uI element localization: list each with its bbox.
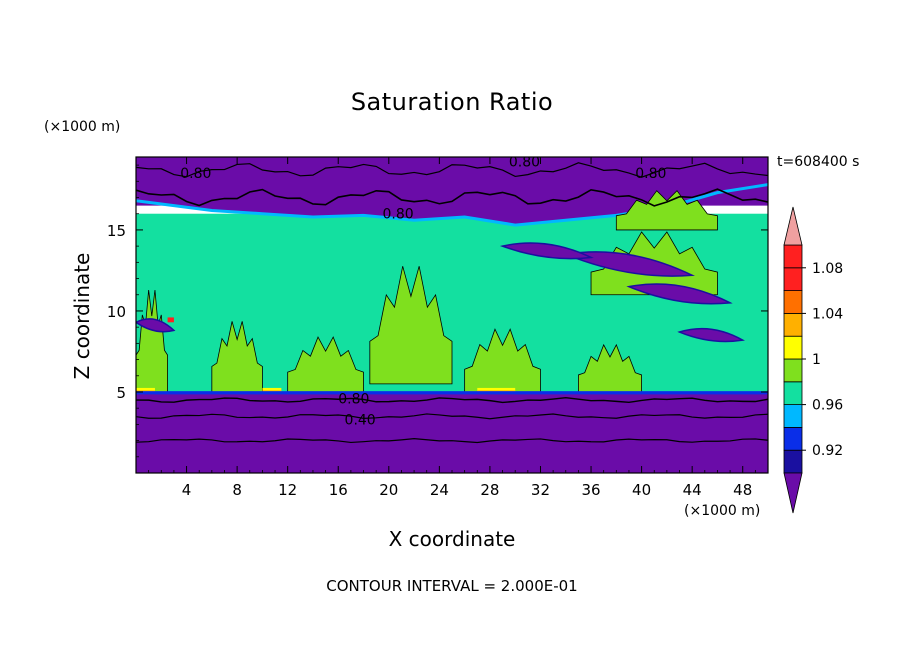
contour-label: 0.80 (382, 207, 413, 223)
x-tick-label: 4 (182, 481, 192, 499)
colorbar-band (783, 244, 803, 269)
x-tick-label: 20 (379, 481, 398, 499)
convective-cell (211, 321, 263, 393)
x-axis-title-text: X coordinate (388, 527, 516, 551)
y-tick-label: 5 (116, 384, 126, 402)
colorbar-band (783, 267, 803, 291)
x-tick-label: 12 (278, 481, 297, 499)
contour-label: 0.80 (180, 166, 211, 182)
supersaturated-spot (262, 387, 282, 392)
contour-label: 0.80 (509, 155, 540, 171)
convective-cell (578, 343, 642, 393)
convective-cell (287, 336, 364, 393)
contour-line (136, 413, 768, 420)
dry-intrusion (499, 242, 594, 260)
contour-line (136, 396, 768, 404)
colorbar-band (783, 449, 803, 474)
dry-intrusion (677, 327, 745, 343)
contour-line (136, 438, 768, 444)
x-axis-title: X coordinate (0, 527, 904, 551)
chart-title: Saturation Ratio (350, 88, 554, 116)
y-tick-label: 10 (107, 303, 126, 321)
convective-cell (464, 328, 541, 393)
contour-label: 0.80 (635, 166, 666, 182)
cloud-base-band (136, 391, 768, 395)
x-tick-label: 36 (581, 481, 600, 499)
colorbar-band (783, 290, 803, 314)
convective-cell (615, 190, 718, 231)
convective-cell (136, 289, 168, 393)
colorbar-label: 1.04 (812, 306, 843, 322)
contour-interval-label: CONTOUR INTERVAL = 2.000E-01 (326, 577, 578, 595)
colorbar-over-triangle (783, 206, 803, 246)
colorbar-band (783, 335, 803, 360)
region-lower-dry-layer (136, 391, 768, 473)
y-tick-label: 15 (107, 222, 126, 240)
contour-line (136, 162, 768, 178)
colorbar: 0.92 0.96 1 1.04 1.08 (783, 206, 843, 514)
colorbar-band (783, 381, 803, 405)
colorbar-band (783, 358, 803, 383)
dry-intrusion (562, 251, 695, 277)
time-label: t=608400 s (777, 154, 860, 170)
contour-line (136, 188, 768, 207)
dry-intrusion (136, 318, 176, 333)
colorbar-label: 1.08 (812, 261, 843, 277)
x-tick-label: 8 (232, 481, 242, 499)
contour-lines: 0.80 0.80 0.80 0.80 0.80 0.40 (136, 155, 768, 444)
x-axis-unit: (×1000 m) (684, 503, 761, 519)
colorbar-band (783, 404, 803, 428)
convective-cell (369, 266, 453, 385)
colorbar-band (783, 312, 803, 337)
contour-label: 0.40 (345, 412, 376, 428)
supersaturated-spot (477, 387, 516, 392)
plot-area (136, 157, 768, 473)
red-spot (167, 317, 174, 323)
contour-label: 0.80 (338, 391, 369, 407)
supersaturated-spot (136, 387, 155, 392)
x-tick-label: 32 (531, 481, 550, 499)
colorbar-label: 0.92 (812, 443, 843, 459)
x-tick-label: 44 (683, 481, 702, 499)
colorbar-under-triangle (783, 472, 803, 514)
x-tick-label: 16 (329, 481, 348, 499)
x-tick-label: 48 (733, 481, 752, 499)
x-tick-label: 40 (632, 481, 651, 499)
y-axis-unit: (×1000 m) (44, 119, 121, 135)
dry-intrusion (626, 283, 733, 305)
x-tick-label: 28 (480, 481, 499, 499)
colorbar-label: 1 (812, 352, 821, 368)
colorbar-label: 0.96 (812, 398, 843, 414)
x-tick-label: 24 (430, 481, 449, 499)
colorbar-band (783, 426, 803, 451)
